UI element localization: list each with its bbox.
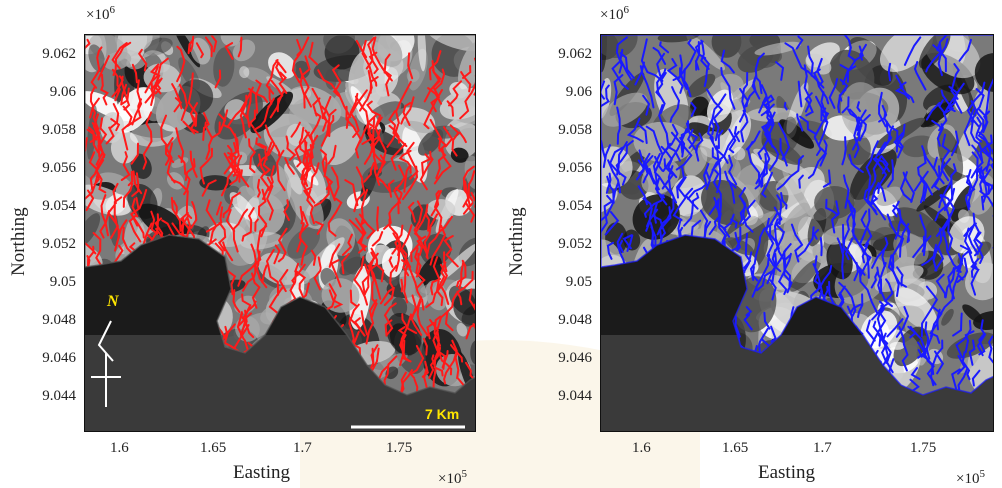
north-arrow-label: N [107,293,119,310]
terrain-map-left: N 7 Km [84,34,476,432]
x-tick-label: 1.6 [110,440,129,456]
y-tick-label: 9.048 [42,312,76,328]
terrain-map-right [600,34,994,432]
map-panel-right: ×106 9.062 9.06 9.058 9.056 9.054 9.052 9.05 9.… [500,0,1002,488]
y-tick-label: 9.046 [42,350,76,366]
x-multiplier-right: ×105 [956,468,985,487]
y-tick-label: 9.062 [558,46,592,62]
y-tick-label: 9.058 [558,122,592,138]
y-tick-label: 9.054 [42,198,76,214]
y-tick-label: 9.046 [558,350,592,366]
x-tick-label: 1.65 [722,440,749,456]
y-tick-label: 9.054 [558,198,592,214]
y-tick-label: 9.06 [565,84,592,100]
y-tick-label: 9.044 [558,388,592,404]
y-tick-label: 9.062 [42,46,76,62]
y-tick-label: 9.044 [42,388,76,404]
north-arrow-icon [91,320,121,407]
x-multiplier-left: ×105 [438,468,467,487]
y-multiplier-left: ×106 [86,4,115,23]
x-tick-label: 1.75 [386,440,413,456]
y-axis-title-right: Northing [506,207,527,276]
y-tick-label: 9.05 [565,274,592,290]
y-multiplier-right: ×106 [600,4,629,23]
y-tick-label: 9.06 [49,84,76,100]
map-panel-left: ×106 N 7 Km 9.062 9.06 9.058 9.056 9.054 9.05… [0,0,500,488]
x-tick-label: 1.7 [293,440,312,456]
x-tick-label: 1.6 [632,440,651,456]
x-tick-label: 1.75 [910,440,937,456]
y-axis-title-left: Northing [8,207,29,276]
x-tick-label: 1.65 [200,440,227,456]
x-axis-title-right: Easting [758,462,815,483]
y-tick-label: 9.058 [42,122,76,138]
y-tick-label: 9.056 [42,160,76,176]
scale-bar-label: 7 Km [425,406,460,422]
y-tick-label: 9.048 [558,312,592,328]
y-tick-label: 9.056 [558,160,592,176]
y-tick-label: 9.05 [49,274,76,290]
x-tick-label: 1.7 [813,440,832,456]
y-tick-label: 9.052 [42,236,76,252]
y-tick-label: 9.052 [558,236,592,252]
x-axis-title-left: Easting [233,462,290,483]
